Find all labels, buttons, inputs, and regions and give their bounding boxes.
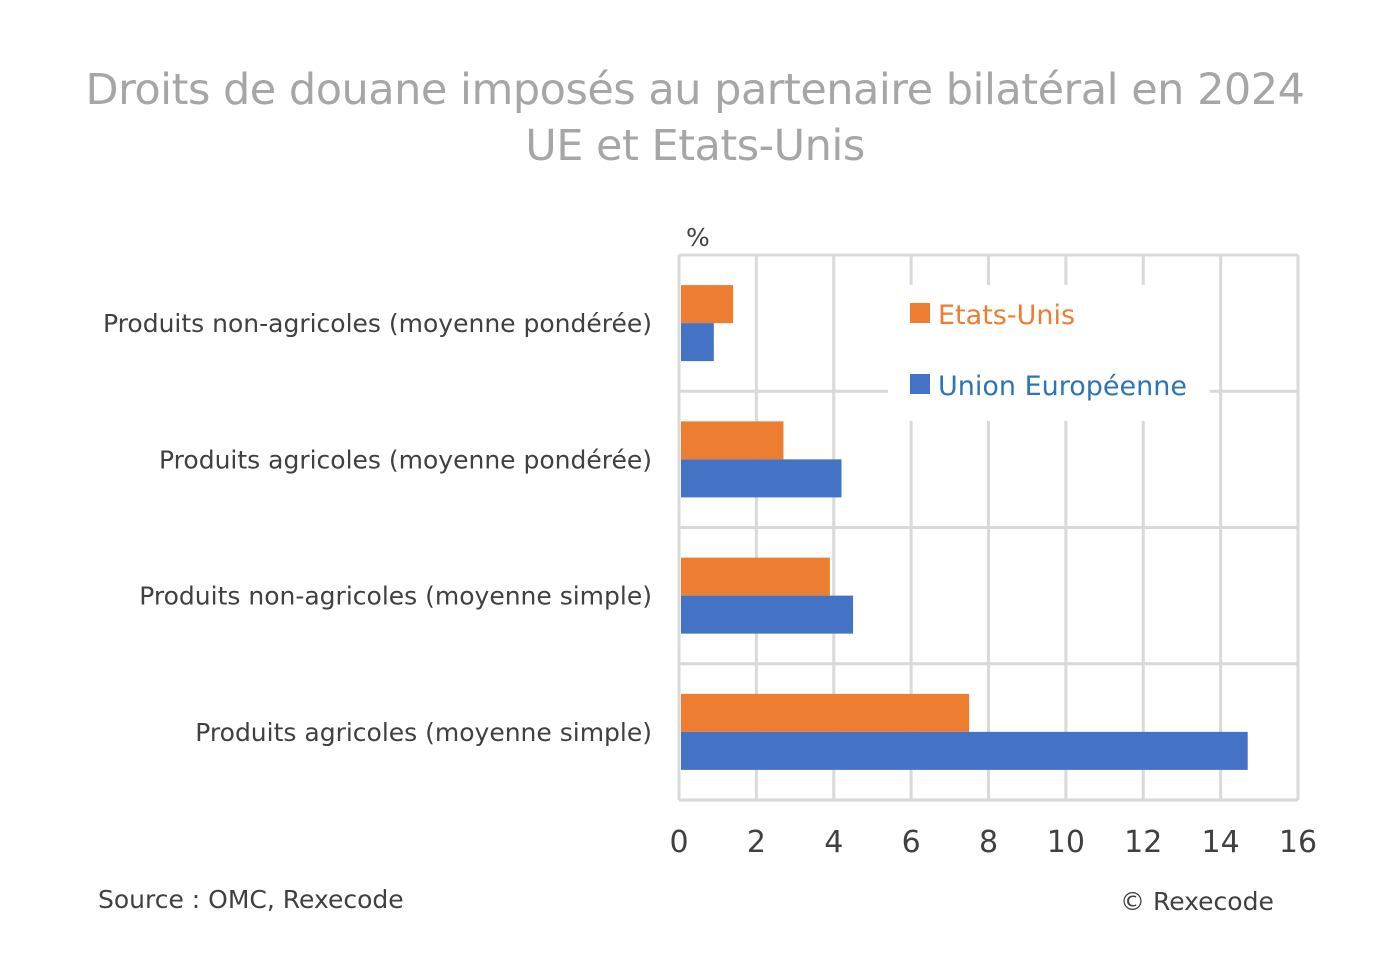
x-tick-label: 2 (747, 825, 766, 860)
bar-union-europeenne (681, 731, 1248, 770)
x-tick-label: 6 (902, 825, 921, 860)
bar-etats-unis (681, 557, 830, 596)
x-tick-label: 8 (979, 825, 998, 860)
legend-label: Union Européenne (938, 371, 1187, 402)
x-tick-label: 10 (1047, 825, 1085, 860)
x-tick-label: 4 (824, 825, 843, 860)
x-tick-label: 0 (669, 825, 688, 860)
category-label: Produits non-agricoles (moyenne pondérée… (103, 309, 652, 338)
unit-label: % (686, 223, 710, 252)
category-label: Produits non-agricoles (moyenne simple) (139, 582, 652, 611)
source-note: Source : OMC, Rexecode (98, 885, 404, 914)
category-label: Produits agricoles (moyenne pondérée) (159, 445, 652, 474)
category-label: Produits agricoles (moyenne simple) (195, 718, 652, 747)
bar-etats-unis (681, 421, 784, 460)
legend-swatch (910, 374, 930, 394)
chart-title: Droits de douane imposés au partenaire b… (85, 65, 1305, 115)
x-tick-label: 12 (1124, 825, 1162, 860)
bar-union-europeenne (681, 323, 714, 362)
chart-subtitle: UE et Etats-Unis (525, 121, 865, 171)
bar-union-europeenne (681, 459, 842, 498)
x-tick-label: 16 (1279, 825, 1317, 860)
legend-swatch (910, 303, 930, 323)
bar-etats-unis (681, 693, 970, 732)
legend-label: Etats-Unis (938, 300, 1075, 331)
x-tick-label: 14 (1202, 825, 1240, 860)
legend-background (888, 285, 1210, 421)
copyright-note: © Rexecode (1120, 887, 1274, 916)
bar-etats-unis (681, 285, 734, 324)
bar-union-europeenne (681, 595, 854, 634)
